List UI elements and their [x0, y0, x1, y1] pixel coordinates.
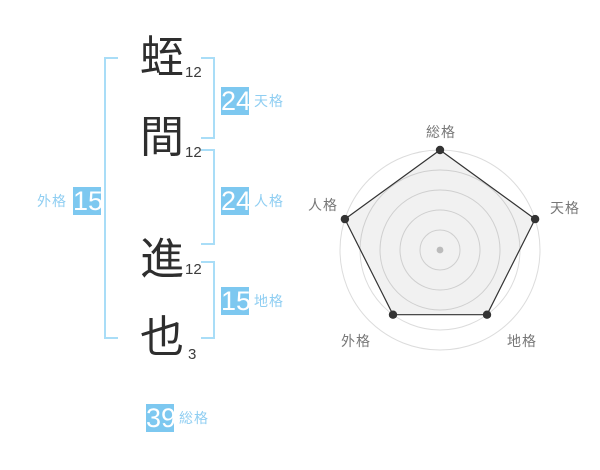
gaikaku-score-badge: 15 [73, 186, 104, 216]
chikaku-bracket [201, 261, 215, 339]
name-character-3: 進 [140, 235, 184, 284]
radar-axis-label: 総格 [426, 124, 456, 140]
radar-data-polygon [344, 149, 536, 316]
jinkaku-bracket [201, 149, 215, 245]
radar-grid-ring [419, 229, 461, 271]
chikaku-score-badge: 15 [221, 286, 252, 316]
radar-grid-ring [379, 189, 501, 311]
tenkaku-score-label: 天格 [254, 93, 284, 109]
jinkaku-score-badge: 24 [221, 186, 252, 216]
name-character-4: 也 [140, 313, 184, 362]
tenkaku-score-badge: 24 [221, 86, 252, 116]
radar-axis-label: 地格 [507, 333, 537, 349]
radar-vertex-dot [530, 214, 540, 224]
radar-center-dot [436, 246, 444, 254]
stroke-count-2: 12 [185, 144, 202, 161]
radar-vertex-dot [340, 214, 350, 224]
name-character-2: 間 [140, 113, 184, 162]
radar-axis-label: 人格 [308, 197, 338, 213]
jinkaku-score-label: 人格 [254, 193, 284, 209]
chikaku-score-label: 地格 [254, 293, 284, 309]
radar-grid-ring [399, 209, 481, 291]
soukaku-score-badge: 39 [146, 403, 177, 433]
stroke-count-4: 3 [188, 346, 197, 363]
stroke-count-1: 12 [185, 64, 202, 81]
radar-vertex-dot [482, 310, 492, 319]
radar-axis-label: 天格 [550, 200, 580, 216]
radar-vertex-dot [388, 310, 398, 319]
radar-vertex-dot [435, 145, 445, 155]
stroke-count-3: 12 [185, 261, 202, 278]
gaikaku-bracket [104, 57, 118, 339]
name-character-1: 蛭 [140, 33, 184, 82]
soukaku-score-label: 総格 [179, 410, 209, 426]
radar-axis-label: 外格 [341, 333, 371, 349]
gaikaku-score-label: 外格 [37, 193, 67, 209]
tenkaku-bracket [201, 57, 215, 139]
